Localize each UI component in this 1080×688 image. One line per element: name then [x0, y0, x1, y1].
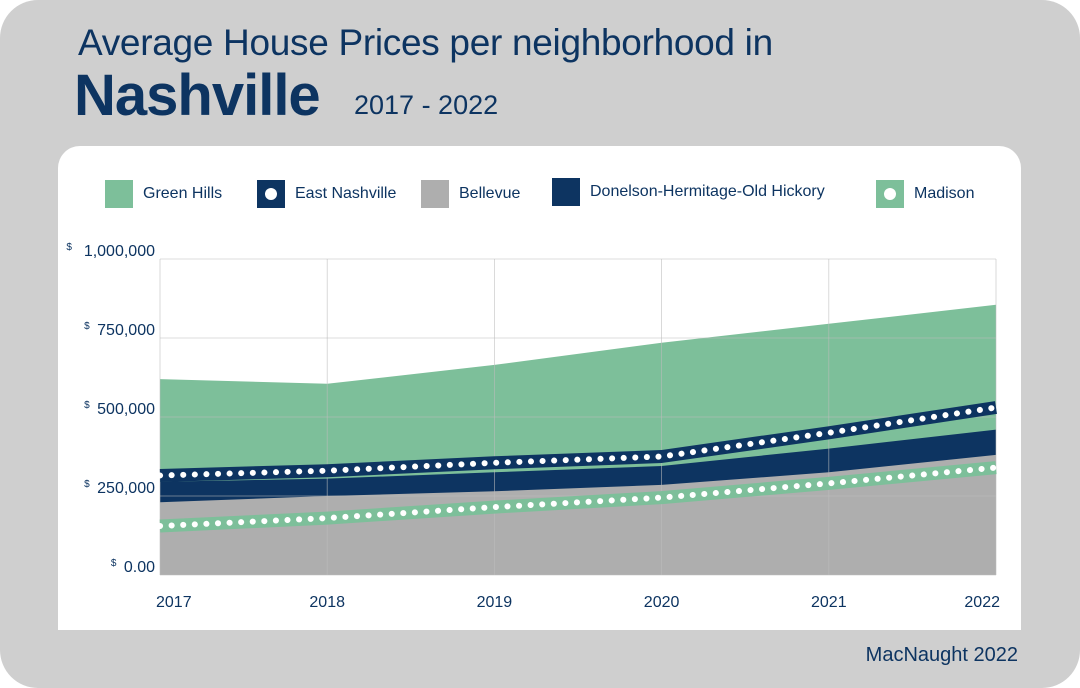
legend-item-bellevue: Bellevue	[421, 180, 520, 208]
legend-item-madison: Madison	[876, 180, 974, 208]
line-dots-madison	[157, 464, 999, 529]
y-tick-label: 0.00	[124, 559, 155, 576]
y-tick-label: 500,000	[97, 401, 155, 418]
x-tick-label: 2018	[309, 594, 345, 611]
y-tick-label: 1,000,000	[84, 243, 155, 260]
source-credit: MacNaught 2022	[865, 644, 1018, 666]
x-tick-label: 2019	[477, 594, 513, 611]
y-tick-prefix: $	[84, 321, 90, 332]
y-tick-prefix: $	[66, 242, 72, 253]
chart-subtitle-years: 2017 - 2022	[354, 90, 499, 120]
line-dots-east-nashville	[157, 404, 999, 479]
y-tick-prefix: $	[111, 558, 117, 569]
x-tick-label: 2021	[811, 594, 847, 611]
legend-label: East Nashville	[295, 185, 397, 202]
legend-label: Green Hills	[143, 185, 223, 202]
legend-label: Madison	[914, 185, 975, 202]
x-tick-label: 2020	[644, 594, 680, 611]
legend-swatch-icon	[105, 180, 133, 208]
y-tick-label: 750,000	[97, 322, 155, 339]
legend-swatch-icon	[421, 180, 449, 208]
legend-item-green-hills: Green Hills	[105, 180, 222, 208]
legend-label: Donelson-Hermitage-Old Hickory	[590, 183, 825, 200]
x-tick-label: 2017	[156, 594, 192, 611]
y-tick-prefix: $	[84, 479, 90, 490]
chart-title: Average House Prices per neighborhood in	[78, 22, 773, 63]
legend-swatch-icon	[257, 180, 285, 208]
legend-swatch-icon	[876, 180, 904, 208]
legend-swatch-icon	[552, 178, 580, 206]
legend-item-donelson: Donelson-Hermitage-Old Hickory	[552, 178, 825, 206]
legend-label: Bellevue	[459, 185, 521, 202]
y-tick-label: 250,000	[97, 480, 155, 497]
chart-title-city: Nashville	[74, 63, 321, 128]
legend-item-east-nashville: East Nashville	[257, 180, 396, 208]
x-tick-label: 2022	[964, 594, 1000, 611]
y-tick-prefix: $	[84, 400, 90, 411]
